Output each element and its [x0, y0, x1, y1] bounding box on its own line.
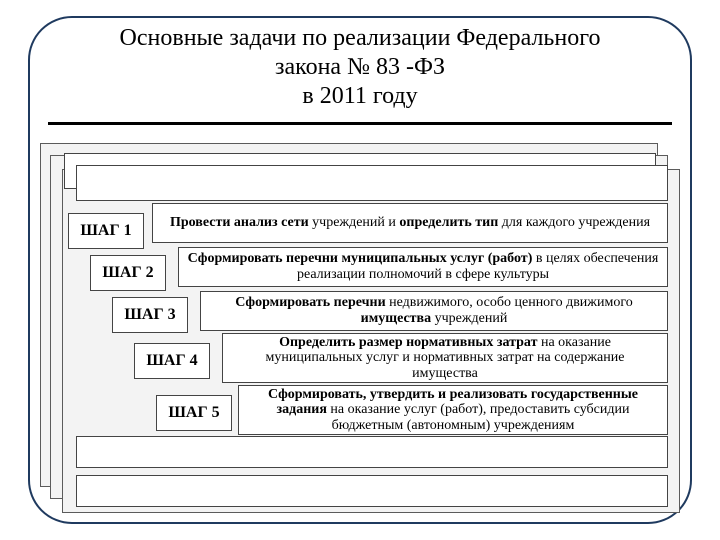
title-underline	[48, 122, 672, 125]
title-line-3: в 2011 году	[302, 83, 417, 109]
blank-row-bottom-1	[76, 436, 668, 468]
step-label-2: ШАГ 2	[90, 255, 166, 291]
page-title: Основные задачи по реализации Федерально…	[60, 24, 660, 110]
step-text-1: Провести анализ сети учреждений и опреде…	[152, 203, 668, 243]
step-text-3: Сформировать перечни недвижимого, особо …	[200, 291, 668, 331]
step-text-5: Сформировать, утвердить и реализовать го…	[238, 385, 668, 435]
step-text-4: Определить размер нормативных затрат на …	[222, 333, 668, 383]
blank-row-bottom-2	[76, 475, 668, 507]
title-line-1: Основные задачи по реализации Федерально…	[120, 25, 601, 51]
title-line-2: закона № 83 -ФЗ	[275, 54, 445, 80]
step-label-5: ШАГ 5	[156, 395, 232, 431]
step-label-3: ШАГ 3	[112, 297, 188, 333]
steps-stack: ШАГ 1Провести анализ сети учреждений и о…	[40, 143, 678, 513]
slide: Основные задачи по реализации Федерально…	[0, 0, 720, 540]
blank-row-top-2	[76, 165, 668, 201]
step-label-1: ШАГ 1	[68, 213, 144, 249]
step-label-4: ШАГ 4	[134, 343, 210, 379]
step-text-2: Сформировать перечни муниципальных услуг…	[178, 247, 668, 287]
